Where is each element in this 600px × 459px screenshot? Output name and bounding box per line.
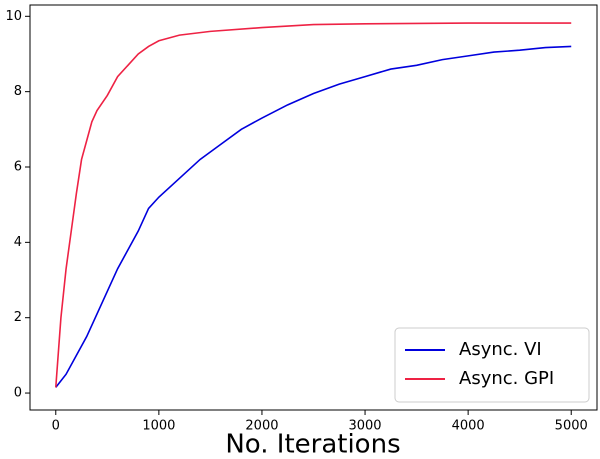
x-tick-label: 3000 — [348, 419, 381, 434]
line-series — [55, 45, 572, 388]
x-tick-label: 4000 — [452, 419, 485, 434]
legend-label: Async. GPI — [459, 368, 554, 389]
y-tick-label: 4 — [14, 235, 22, 250]
plot-frame — [29, 4, 598, 411]
y-tick-label: 10 — [5, 9, 22, 24]
legend-box — [394, 327, 590, 403]
y-tick-label: 8 — [14, 84, 22, 99]
x-tick-label: 2000 — [245, 419, 278, 434]
x-axis-label: No. Iterations — [225, 430, 400, 459]
x-tick-label: 1000 — [142, 419, 175, 434]
y-tick-label: 0 — [14, 386, 22, 401]
line-series — [54, 22, 572, 388]
x-tick-label: 5000 — [555, 419, 588, 434]
legend-label: Async. VI — [459, 339, 542, 360]
x-tick-label: 0 — [52, 419, 60, 434]
y-tick-label: 2 — [14, 310, 22, 325]
y-tick-label: 6 — [14, 160, 22, 175]
